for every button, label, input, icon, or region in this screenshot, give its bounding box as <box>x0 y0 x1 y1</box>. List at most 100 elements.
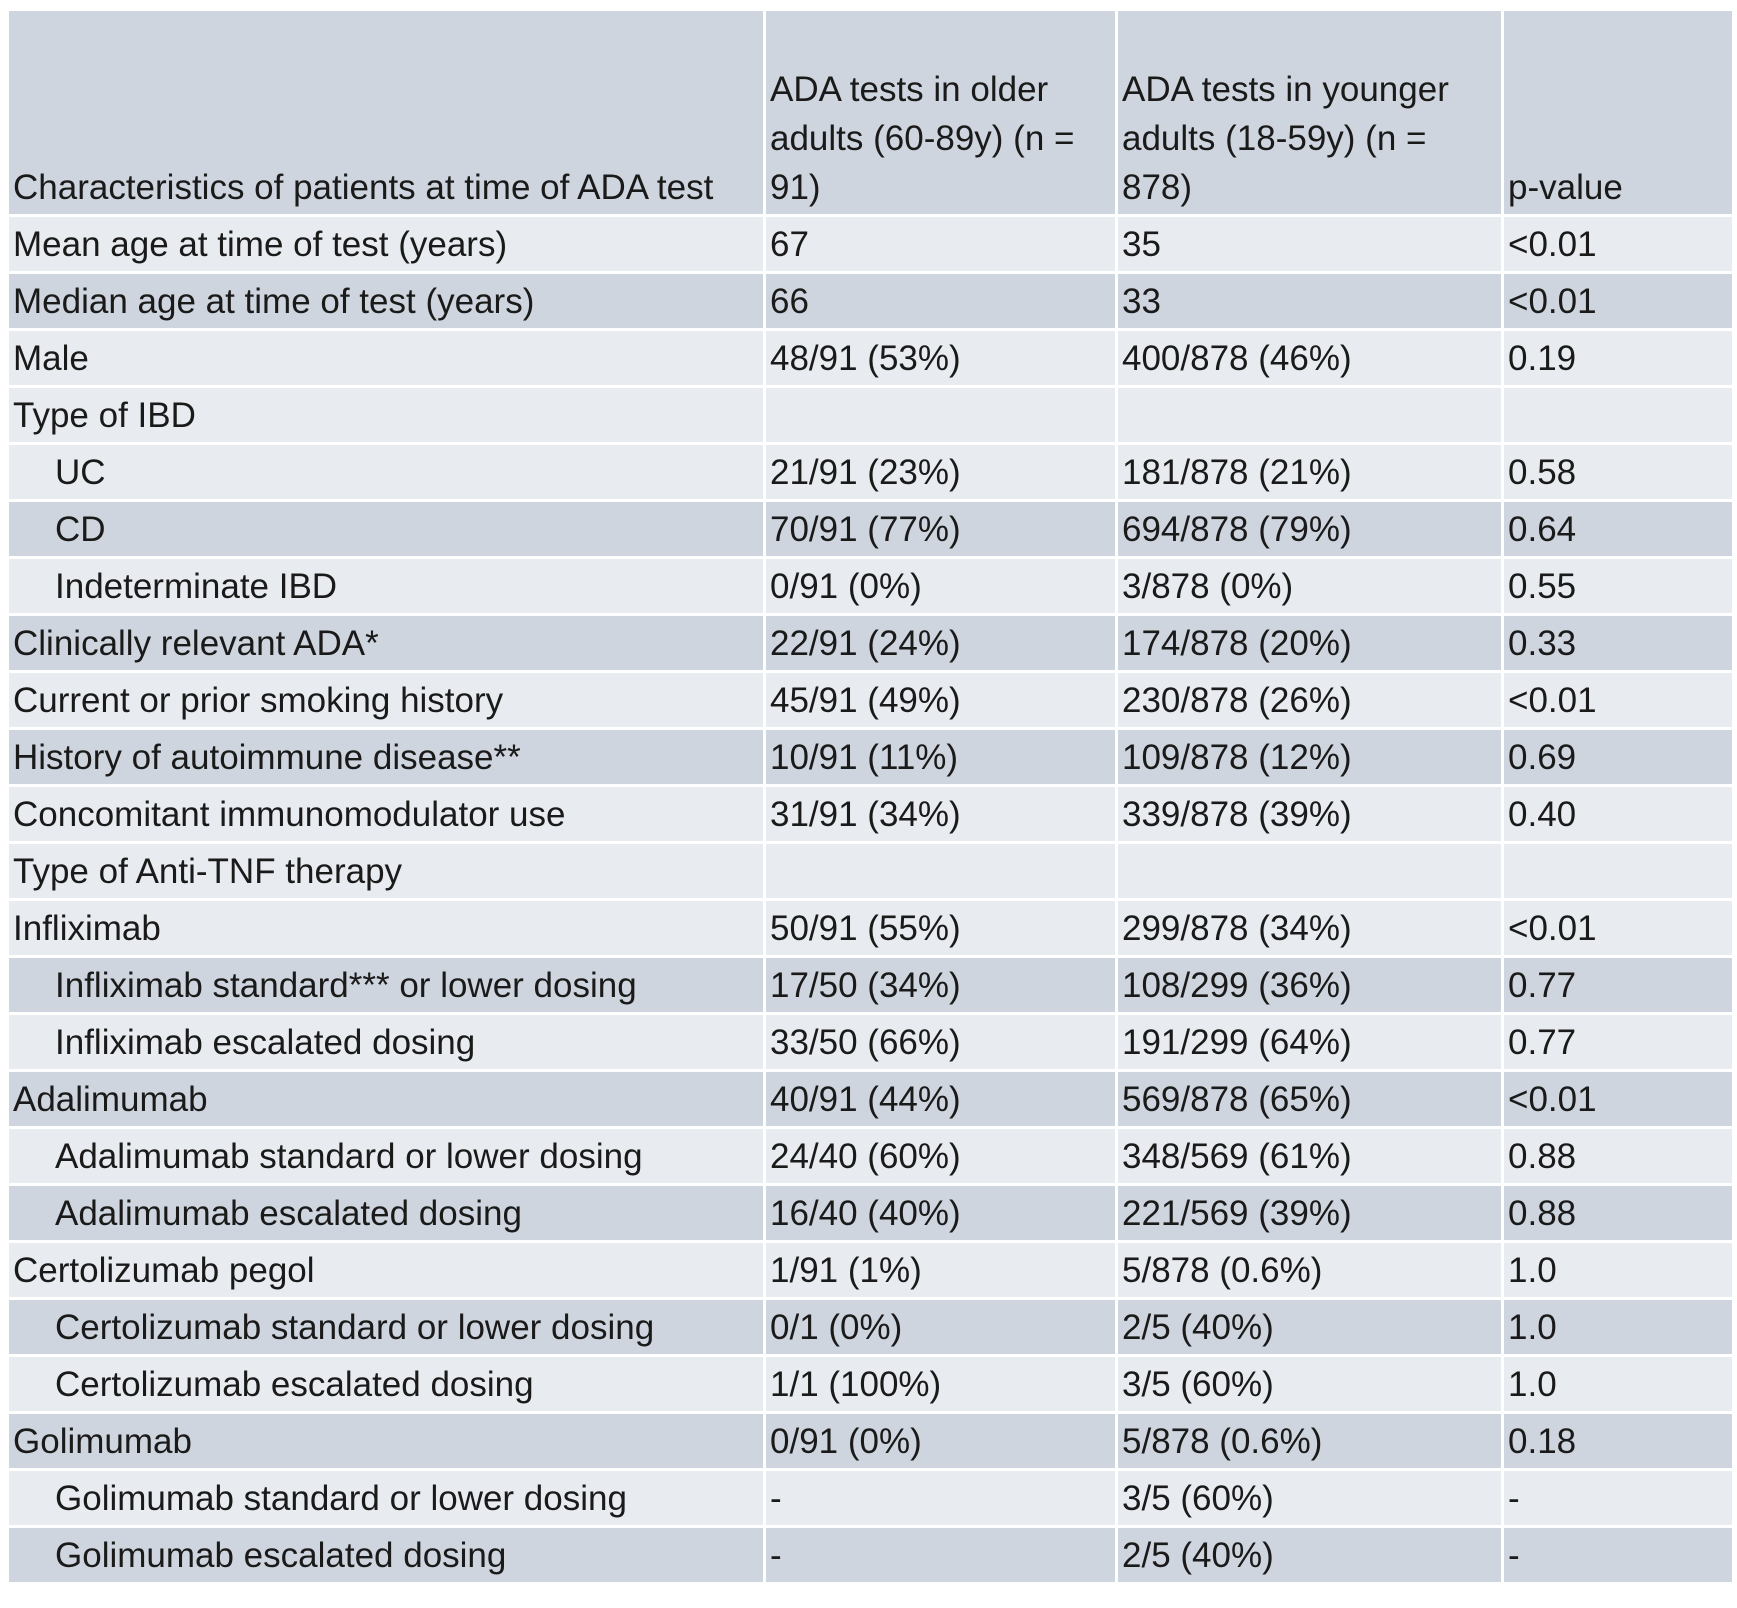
younger-adults-value: 221/569 (39%) <box>1118 1186 1501 1240</box>
older-adults-value: - <box>766 1471 1115 1525</box>
p-value-cell: 0.58 <box>1504 445 1732 499</box>
row-label: Golimumab <box>9 1414 763 1468</box>
p-value-cell: <0.01 <box>1504 217 1732 271</box>
p-value-cell: 0.19 <box>1504 331 1732 385</box>
older-adults-value <box>766 844 1115 898</box>
p-value-cell: - <box>1504 1528 1732 1582</box>
row-label: Certolizumab standard or lower dosing <box>9 1300 763 1354</box>
row-label: UC <box>9 445 763 499</box>
older-adults-value: 0/91 (0%) <box>766 1414 1115 1468</box>
younger-adults-value: 174/878 (20%) <box>1118 616 1501 670</box>
younger-adults-value: 3/5 (60%) <box>1118 1471 1501 1525</box>
younger-adults-value <box>1118 388 1501 442</box>
younger-adults-value: 299/878 (34%) <box>1118 901 1501 955</box>
header-younger-adults: ADA tests in younger adults (18-59y) (n … <box>1118 11 1501 214</box>
table-row: Infliximab escalated dosing 33/50 (66%) 19… <box>9 1015 1732 1069</box>
p-value-cell <box>1504 388 1732 442</box>
younger-adults-value: 33 <box>1118 274 1501 328</box>
younger-adults-value: 191/299 (64%) <box>1118 1015 1501 1069</box>
younger-adults-value: 3/5 (60%) <box>1118 1357 1501 1411</box>
row-label: Golimumab standard or lower dosing <box>9 1471 763 1525</box>
older-adults-value: 1/1 (100%) <box>766 1357 1115 1411</box>
younger-adults-value: 230/878 (26%) <box>1118 673 1501 727</box>
row-label: Current or prior smoking history <box>9 673 763 727</box>
row-label: Adalimumab standard or lower dosing <box>9 1129 763 1183</box>
table-row: Male 48/91 (53%) 400/878 (46%) 0.19 <box>9 331 1732 385</box>
table-row: Certolizumab pegol 1/91 (1%) 5/878 (0.6%) 1… <box>9 1243 1732 1297</box>
younger-adults-value: 181/878 (21%) <box>1118 445 1501 499</box>
row-label: Adalimumab escalated dosing <box>9 1186 763 1240</box>
p-value-cell: 1.0 <box>1504 1243 1732 1297</box>
row-label: Indeterminate IBD <box>9 559 763 613</box>
row-label: Certolizumab escalated dosing <box>9 1357 763 1411</box>
p-value-cell: <0.01 <box>1504 274 1732 328</box>
older-adults-value: 40/91 (44%) <box>766 1072 1115 1126</box>
table-body: Mean age at time of test (years) 67 35 <0.0… <box>9 217 1732 1582</box>
p-value-cell: 0.18 <box>1504 1414 1732 1468</box>
younger-adults-value: 694/878 (79%) <box>1118 502 1501 556</box>
table-row: Indeterminate IBD 0/91 (0%) 3/878 (0%) 0.55 <box>9 559 1732 613</box>
p-value-cell: <0.01 <box>1504 673 1732 727</box>
older-adults-value: 66 <box>766 274 1115 328</box>
younger-adults-value: 2/5 (40%) <box>1118 1300 1501 1354</box>
row-label: Infliximab escalated dosing <box>9 1015 763 1069</box>
p-value-cell: 0.40 <box>1504 787 1732 841</box>
p-value-cell: 0.88 <box>1504 1186 1732 1240</box>
table-row: Golimumab standard or lower dosing -3/5 (… <box>9 1471 1732 1525</box>
younger-adults-value: 3/878 (0%) <box>1118 559 1501 613</box>
characteristics-table-container: Characteristics of patients at time of A… <box>6 8 1732 1585</box>
table-row: Mean age at time of test (years) 67 35 <0.0… <box>9 217 1732 271</box>
row-label: Golimumab escalated dosing <box>9 1528 763 1582</box>
older-adults-value <box>766 388 1115 442</box>
older-adults-value: 1/91 (1%) <box>766 1243 1115 1297</box>
older-adults-value: 0/91 (0%) <box>766 559 1115 613</box>
younger-adults-value: 569/878 (65%) <box>1118 1072 1501 1126</box>
table-row: Concomitant immunomodulator use 31/91 (34… <box>9 787 1732 841</box>
header-older-adults: ADA tests in older adults (60-89y) (n = … <box>766 11 1115 214</box>
older-adults-value: 70/91 (77%) <box>766 502 1115 556</box>
row-label: Clinically relevant ADA* <box>9 616 763 670</box>
p-value-cell: 1.0 <box>1504 1357 1732 1411</box>
older-adults-value: 0/1 (0%) <box>766 1300 1115 1354</box>
p-value-cell: 0.77 <box>1504 958 1732 1012</box>
table-row: UC 21/91 (23%) 181/878 (21%) 0.58 <box>9 445 1732 499</box>
older-adults-value: 33/50 (66%) <box>766 1015 1115 1069</box>
table-row: Type of Anti-TNF therapy <box>9 844 1732 898</box>
table-row: Certolizumab escalated dosing 1/1 (100%) 3… <box>9 1357 1732 1411</box>
row-label: Adalimumab <box>9 1072 763 1126</box>
older-adults-value: 21/91 (23%) <box>766 445 1115 499</box>
header-p-value: p-value <box>1504 11 1732 214</box>
table-row: Infliximab 50/91 (55%) 299/878 (34%) <0.01 <box>9 901 1732 955</box>
p-value-cell: <0.01 <box>1504 1072 1732 1126</box>
row-label: Concomitant immunomodulator use <box>9 787 763 841</box>
younger-adults-value: 108/299 (36%) <box>1118 958 1501 1012</box>
table-row: Adalimumab 40/91 (44%) 569/878 (65%) <0.01 <box>9 1072 1732 1126</box>
younger-adults-value: 339/878 (39%) <box>1118 787 1501 841</box>
younger-adults-value: 35 <box>1118 217 1501 271</box>
row-label: Type of Anti-TNF therapy <box>9 844 763 898</box>
p-value-cell: 0.77 <box>1504 1015 1732 1069</box>
row-label: Male <box>9 331 763 385</box>
younger-adults-value: 5/878 (0.6%) <box>1118 1414 1501 1468</box>
row-label: Infliximab standard*** or lower dosing <box>9 958 763 1012</box>
table-row: CD 70/91 (77%) 694/878 (79%) 0.64 <box>9 502 1732 556</box>
p-value-cell: <0.01 <box>1504 901 1732 955</box>
row-label: Mean age at time of test (years) <box>9 217 763 271</box>
table-row: Certolizumab standard or lower dosing 0/1… <box>9 1300 1732 1354</box>
table-row: History of autoimmune disease** 10/91 (11… <box>9 730 1732 784</box>
p-value-cell: 0.88 <box>1504 1129 1732 1183</box>
table-row: Golimumab escalated dosing -2/5 (40%) - <box>9 1528 1732 1582</box>
p-value-cell: - <box>1504 1471 1732 1525</box>
younger-adults-value: 2/5 (40%) <box>1118 1528 1501 1582</box>
older-adults-value: 24/40 (60%) <box>766 1129 1115 1183</box>
row-label: History of autoimmune disease** <box>9 730 763 784</box>
older-adults-value: 16/40 (40%) <box>766 1186 1115 1240</box>
table-row: Current or prior smoking history 45/91 (4… <box>9 673 1732 727</box>
older-adults-value: 45/91 (49%) <box>766 673 1115 727</box>
table-row: Infliximab standard*** or lower dosing 17… <box>9 958 1732 1012</box>
row-label: Infliximab <box>9 901 763 955</box>
row-label: Certolizumab pegol <box>9 1243 763 1297</box>
p-value-cell: 1.0 <box>1504 1300 1732 1354</box>
younger-adults-value: 5/878 (0.6%) <box>1118 1243 1501 1297</box>
table-row: Clinically relevant ADA* 22/91 (24%) 174/8… <box>9 616 1732 670</box>
